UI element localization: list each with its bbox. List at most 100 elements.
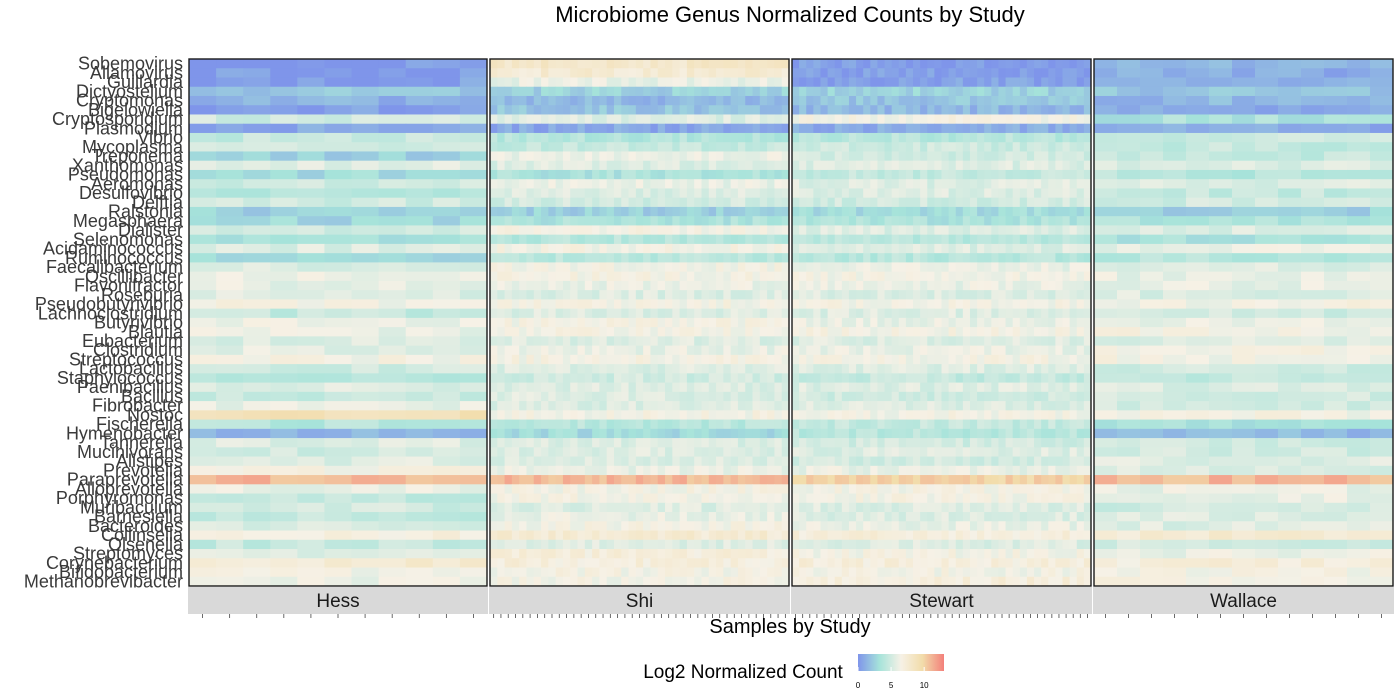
heatmap-cell <box>548 95 557 106</box>
heatmap-cell <box>504 521 513 532</box>
heatmap-cell <box>351 188 380 199</box>
heatmap-cell <box>672 206 681 217</box>
heatmap-cell <box>877 142 886 152</box>
heatmap-cell <box>920 475 928 485</box>
heatmap-cell <box>898 373 907 384</box>
heatmap-cell <box>570 539 579 550</box>
heatmap-cell <box>555 77 564 88</box>
heatmap-cell <box>459 364 488 374</box>
heatmap-cell <box>884 105 893 115</box>
heatmap-cell <box>497 410 506 421</box>
heatmap-cell <box>216 169 244 180</box>
heatmap-cell <box>679 179 688 189</box>
heatmap-cell <box>643 382 651 393</box>
heatmap-cell <box>1019 68 1028 78</box>
heatmap-cell <box>730 234 739 245</box>
heatmap-cell <box>969 438 978 448</box>
heatmap-cell <box>913 188 921 199</box>
heatmap-cell <box>1062 132 1071 143</box>
heatmap-cell <box>767 327 775 337</box>
heatmap-cell <box>934 95 942 106</box>
heatmap-cell <box>378 530 407 541</box>
heatmap-cell <box>635 262 644 273</box>
heatmap-cell <box>701 530 710 541</box>
heatmap-cell <box>1069 465 1078 476</box>
heatmap-cell <box>827 197 836 208</box>
heatmap-cell <box>1083 132 1092 143</box>
heatmap-cell <box>781 114 790 125</box>
heatmap-cell <box>884 456 893 467</box>
heatmap-cell <box>686 345 695 356</box>
heatmap-cell <box>941 123 950 134</box>
heatmap-cell <box>635 336 644 347</box>
heatmap-cell <box>934 327 942 337</box>
heatmap-cell <box>920 410 928 421</box>
heatmap-cell <box>621 512 630 522</box>
heatmap-cell <box>511 317 520 328</box>
heatmap-cell <box>351 567 380 578</box>
heatmap-cell <box>781 206 790 217</box>
heatmap-cell <box>577 206 586 217</box>
heatmap-cell <box>781 465 790 476</box>
heatmap-cell <box>806 160 814 171</box>
heatmap-cell <box>599 373 608 384</box>
heatmap-cell <box>432 549 461 559</box>
heatmap-cell <box>606 188 615 199</box>
heatmap-cell <box>730 317 739 328</box>
heatmap-cell <box>686 271 695 282</box>
heatmap-cell <box>877 419 886 430</box>
heatmap-cell <box>737 549 746 559</box>
heatmap-cell <box>1069 364 1078 374</box>
heatmap-cell <box>813 271 821 282</box>
heatmap-cell <box>767 456 775 467</box>
heatmap-cell <box>948 206 957 217</box>
heatmap-cell <box>297 410 325 421</box>
heatmap-cell <box>708 530 717 541</box>
heatmap-cell <box>870 345 878 356</box>
heatmap-cell <box>432 382 461 393</box>
heatmap-cell <box>351 243 380 254</box>
heatmap-cell <box>759 253 768 263</box>
heatmap-cell <box>767 68 775 78</box>
heatmap-cell <box>1005 447 1014 458</box>
heatmap-cell <box>820 438 829 448</box>
heatmap-cell <box>621 382 630 393</box>
heatmap-cell <box>877 373 886 384</box>
heatmap-cell <box>927 234 935 245</box>
heatmap-cell <box>243 290 271 300</box>
heatmap-cell <box>621 410 630 421</box>
heatmap-cell <box>767 216 775 226</box>
heatmap-cell <box>984 169 992 180</box>
heatmap-cell <box>884 364 893 374</box>
heatmap-cell <box>533 327 542 337</box>
heatmap-cell <box>856 419 864 430</box>
heatmap-cell <box>977 391 985 402</box>
heatmap-cell <box>884 428 893 439</box>
heatmap-cell <box>432 493 461 504</box>
heatmap-cell <box>998 86 1007 97</box>
heatmap-cell <box>672 567 681 578</box>
heatmap-cell <box>643 336 651 347</box>
heatmap-cell <box>351 475 380 485</box>
heatmap-cell <box>526 428 535 439</box>
heatmap-cell <box>792 132 800 143</box>
heatmap-cell <box>679 160 688 171</box>
heatmap-cell <box>1041 280 1049 291</box>
heatmap-cell <box>1012 465 1021 476</box>
heatmap-cell <box>1069 95 1078 106</box>
heatmap-cell <box>672 391 681 402</box>
heatmap-cell <box>927 197 935 208</box>
heatmap-cell <box>745 77 754 88</box>
heatmap-cell <box>752 271 761 282</box>
heatmap-cell <box>432 114 461 125</box>
heatmap-cell <box>1012 299 1021 310</box>
heatmap-cell <box>657 373 666 384</box>
heatmap-cell <box>324 438 353 448</box>
heatmap-cell <box>799 105 807 115</box>
heatmap-cell <box>555 253 564 263</box>
heatmap-cell <box>955 299 964 310</box>
heatmap-cell <box>898 401 907 411</box>
heatmap-cell <box>686 475 695 485</box>
heatmap-cell <box>533 188 542 199</box>
heatmap-cell <box>977 142 985 152</box>
